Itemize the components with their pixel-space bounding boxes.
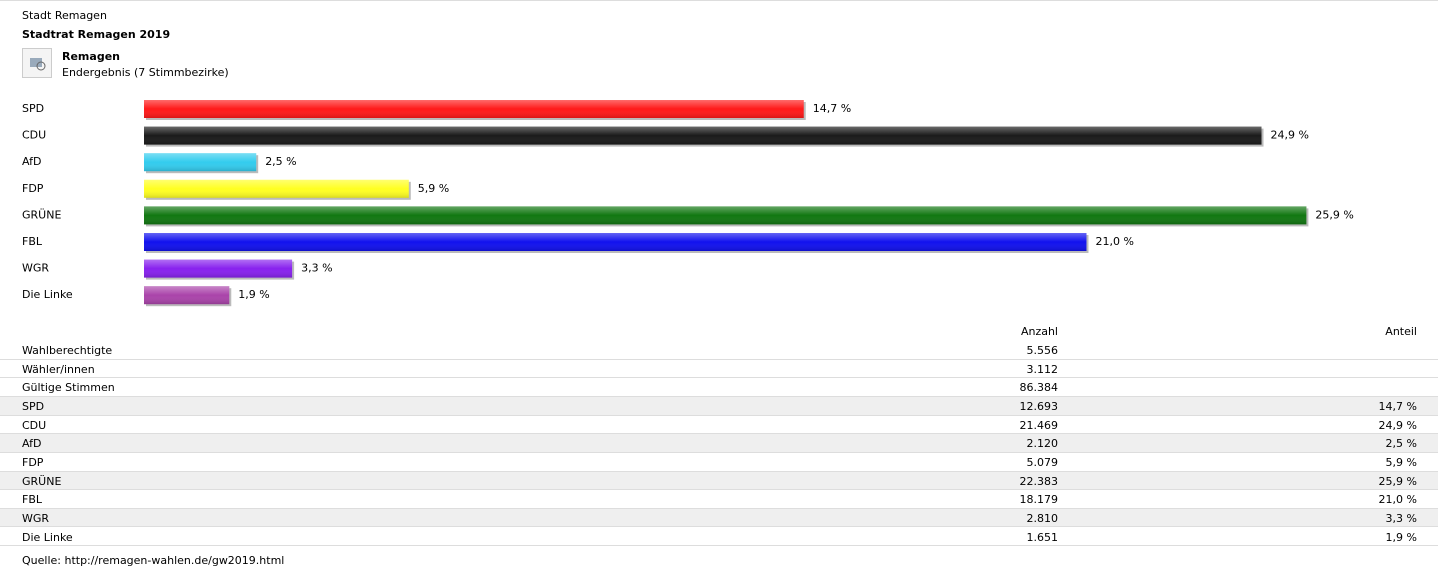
row-label: Die Linke [22,530,73,544]
category-label: FDP [22,182,44,195]
bar-gloss [144,206,1307,225]
icon [22,48,52,78]
count-cell: 1.651 [1026,530,1059,544]
row-bg [0,471,1438,491]
value-label: 24,9 % [1271,129,1309,142]
share-cell: 5,9 % [1385,455,1417,469]
row-label: FBL [22,493,43,507]
row-bg [0,378,1438,397]
bar-gloss [144,153,257,172]
row-bg [0,341,1438,360]
share-cell: 21,0 % [1378,493,1417,507]
icon-graphic [30,58,46,71]
election-title: Stadtrat Remagen 2019 [22,28,171,41]
bar-gloss [144,259,293,278]
row-label: FDP [22,455,44,469]
share-cell: 25,9 % [1378,474,1417,488]
row-label: Wahlberechtigte [22,344,113,357]
row-label: SPD [22,399,45,413]
count-cell: 22.383 [1019,474,1059,488]
count-cell: 5.556 [1026,344,1059,357]
value-label: 3,3 % [301,262,332,275]
status: Endergebnis (7 Stimmbezirke) [62,66,229,79]
row-label: WGR [22,511,50,525]
category-label: FBL [22,235,43,248]
share-cell: 1,9 % [1385,530,1417,544]
row-bg [0,359,1438,379]
bar-gloss [144,233,1087,251]
column-header: Anzahl [1020,325,1058,338]
column-header: Anteil [1385,325,1417,338]
row-bg [0,396,1438,416]
count-cell: 12.693 [1019,399,1059,413]
category-label: WGR [22,262,49,275]
bar-gloss [144,100,804,118]
icon-shape [30,58,42,67]
count-cell: 3.112 [1026,362,1059,376]
row-label: GRÜNE [22,474,62,488]
row-bg [0,434,1438,453]
row-label: AfD [22,437,42,451]
value-label: 21,0 % [1095,235,1133,248]
row-bg [0,508,1438,528]
row-label: Wähler/innen [22,362,95,376]
share-cell: 24,9 % [1378,418,1417,432]
row-bg [0,415,1438,435]
top-rule [0,0,1438,1]
bar-gloss [144,126,1262,145]
bar-gloss [144,286,230,305]
category-label: SPD [22,102,44,115]
area-name: Remagen [62,50,120,63]
row-label: CDU [22,418,47,432]
value-label: 1,9 % [238,288,269,301]
row-label: Gültige Stimmen [22,381,115,395]
share-cell: 14,7 % [1378,399,1417,413]
share-cell: 3,3 % [1385,511,1417,525]
value-label: 5,9 % [418,182,449,195]
count-cell: 2.810 [1026,511,1059,525]
value-label: 2,5 % [265,155,296,168]
category-label: CDU [22,129,46,142]
icon-lens [36,61,46,71]
count-cell: 2.120 [1026,437,1059,451]
source: Quelle: http://remagen-wahlen.de/gw2019.… [22,554,285,567]
value-label: 14,7 % [813,102,851,115]
row-bg [0,452,1438,472]
category-label: Die Linke [22,288,73,301]
count-cell: 86.384 [1019,381,1059,395]
share-cell: 2,5 % [1385,437,1417,451]
category-label: GRÜNE [22,208,61,221]
value-label: 25,9 % [1315,208,1353,221]
chart: SPD 14,7 % CDU 24,9 % AfD 2,5 % FDP 5,9 % GRÜNE 2… [22,100,1354,307]
count-cell: 5.079 [1026,455,1059,469]
org-name: Stadt Remagen [22,9,107,22]
bar-gloss [144,179,409,198]
row-bg [0,490,1438,509]
row-bg [0,527,1438,547]
count-cell: 18.179 [1019,493,1059,507]
category-label: AfD [22,155,41,168]
count-cell: 21.469 [1019,418,1059,432]
